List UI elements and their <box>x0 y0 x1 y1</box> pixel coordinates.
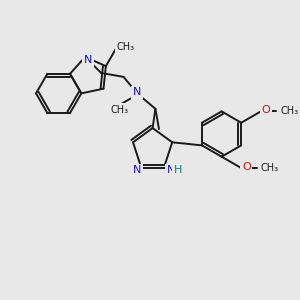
Text: N: N <box>133 166 142 176</box>
Text: H: H <box>174 166 182 176</box>
Text: CH₃: CH₃ <box>116 42 134 52</box>
Text: CH₃: CH₃ <box>280 106 299 116</box>
Text: N: N <box>167 166 175 176</box>
Text: N: N <box>84 55 92 65</box>
Text: N: N <box>133 87 141 97</box>
Text: O: O <box>262 105 270 116</box>
Text: CH₃: CH₃ <box>111 105 129 115</box>
Text: CH₃: CH₃ <box>261 163 279 173</box>
Text: O: O <box>242 162 251 172</box>
